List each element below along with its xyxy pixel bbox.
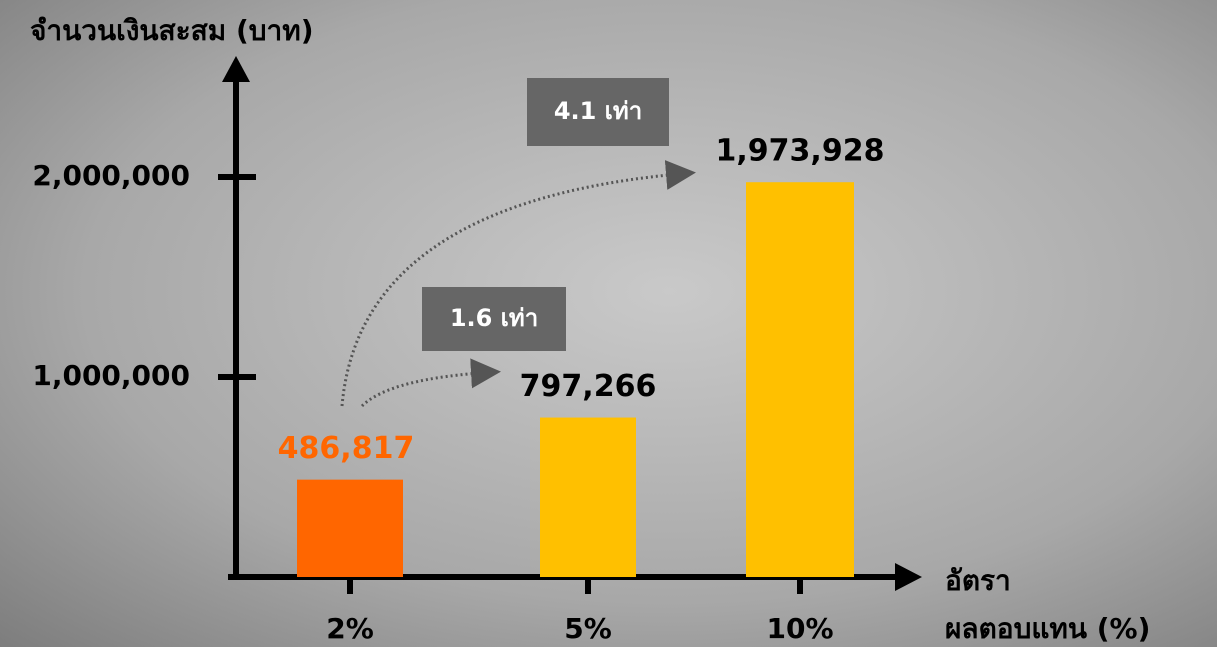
bar xyxy=(297,479,403,577)
x-axis-arrow xyxy=(895,563,922,591)
y-tick-label: 2,000,000 xyxy=(32,159,190,192)
x-axis-label: ผลตอบแทน (%) xyxy=(945,612,1150,645)
y-axis-arrow xyxy=(222,56,250,82)
y-tick-label: 1,000,000 xyxy=(32,359,190,392)
x-tick-label: 10% xyxy=(766,612,833,645)
x-tick-label: 5% xyxy=(564,612,612,645)
value-label: 797,266 xyxy=(520,369,657,404)
annotation-box xyxy=(422,287,566,351)
annotation: 4.1 เท่า xyxy=(554,97,642,125)
bar xyxy=(540,417,636,577)
y-axis-label: จำนวนเงินสะสม (บาท) xyxy=(30,14,314,47)
value-label: 486,817 xyxy=(278,431,415,466)
bar xyxy=(746,182,854,577)
x-tick-label: 2% xyxy=(326,612,374,645)
annotation-box xyxy=(527,78,669,146)
value-label: 1,973,928 xyxy=(716,134,885,169)
x-axis-label: อัตรา xyxy=(945,564,1011,597)
annotation: 1.6 เท่า xyxy=(450,304,538,332)
